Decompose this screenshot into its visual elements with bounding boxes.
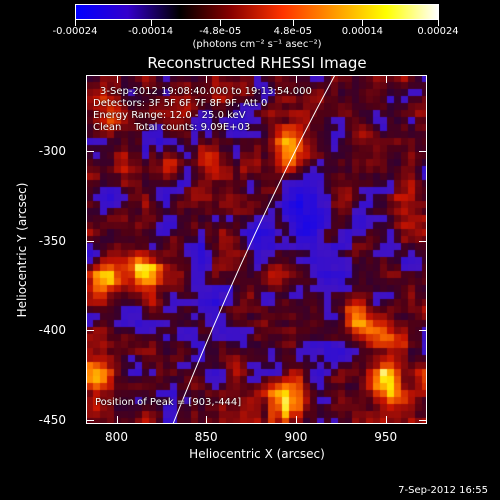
y-tick-mark <box>419 150 427 152</box>
y-tick-mark <box>86 240 94 242</box>
x-axis-label: Heliocentric X (arcsec) <box>189 447 325 461</box>
colorbar-units: (photons cm⁻² s⁻¹ asec⁻²) <box>192 39 322 50</box>
x-tick-mark <box>295 75 297 83</box>
x-tick-mark <box>385 416 387 424</box>
y-tick-mark <box>419 330 427 332</box>
y-tick-label: -450 <box>38 413 66 428</box>
y-tick-mark <box>419 240 427 242</box>
annotation-energy-range: Energy Range: 12.0 - 25.0 keV <box>93 110 246 121</box>
plot-title: Reconstructed RHESSI Image <box>147 54 367 72</box>
y-axis-label: Heliocentric Y (arcsec) <box>15 182 29 318</box>
y-tick-mark <box>86 330 94 332</box>
colorbar-tick <box>292 20 294 26</box>
colorbar-tick <box>75 20 76 26</box>
colorbar-tick-label: 0.00014 <box>341 26 384 37</box>
y-tick-label: -350 <box>38 233 66 248</box>
rhessi-image <box>86 75 427 424</box>
x-tick-mark <box>116 416 118 424</box>
y-tick-label: -400 <box>38 323 66 338</box>
x-tick-mark <box>116 75 118 83</box>
y-tick-mark <box>86 150 94 152</box>
colorbar-tick-label: -0.00024 <box>52 26 98 37</box>
colorbar <box>75 4 439 20</box>
x-tick-label: 950 <box>374 430 398 444</box>
x-tick-label: 850 <box>194 430 218 444</box>
colorbar-tick <box>362 20 364 26</box>
limb-curve <box>172 75 336 424</box>
colorbar-tick-label: -4.8e-05 <box>199 26 242 37</box>
x-tick-mark <box>295 416 297 424</box>
x-tick-mark <box>206 416 208 424</box>
colorbar-ticks <box>75 20 439 28</box>
y-tick-mark <box>86 420 94 422</box>
y-tick-label: -300 <box>38 143 66 158</box>
footer-date: 7-Sep-2012 16:55 <box>398 485 488 496</box>
colorbar-tick <box>220 20 222 26</box>
x-tick-mark <box>206 75 208 83</box>
y-tick-mark <box>419 420 427 422</box>
annotation-detectors: Detectors: 3F 5F 6F 7F 8F 9F, Att 0 <box>93 98 268 109</box>
annotation-time-range: 3-Sep-2012 19:08:40.000 to 19:13:54.000 <box>100 86 312 97</box>
x-tick-label: 800 <box>105 430 128 444</box>
annotation-peak-position: Position of Peak = [903,-444] <box>95 397 242 408</box>
plot-frame <box>86 75 427 424</box>
colorbar-tick <box>438 20 439 26</box>
x-tick-mark <box>385 75 387 83</box>
annotation-method: Clean Total counts: 9.09E+03 <box>93 122 251 133</box>
solar-limb-line <box>172 75 336 424</box>
colorbar-tick-label: 4.8e-05 <box>273 26 312 37</box>
colorbar-tick-label: -0.00014 <box>128 26 174 37</box>
x-tick-label: 900 <box>284 430 308 444</box>
colorbar-tick <box>150 20 152 26</box>
colorbar-tick-label: 0.00024 <box>417 26 459 37</box>
